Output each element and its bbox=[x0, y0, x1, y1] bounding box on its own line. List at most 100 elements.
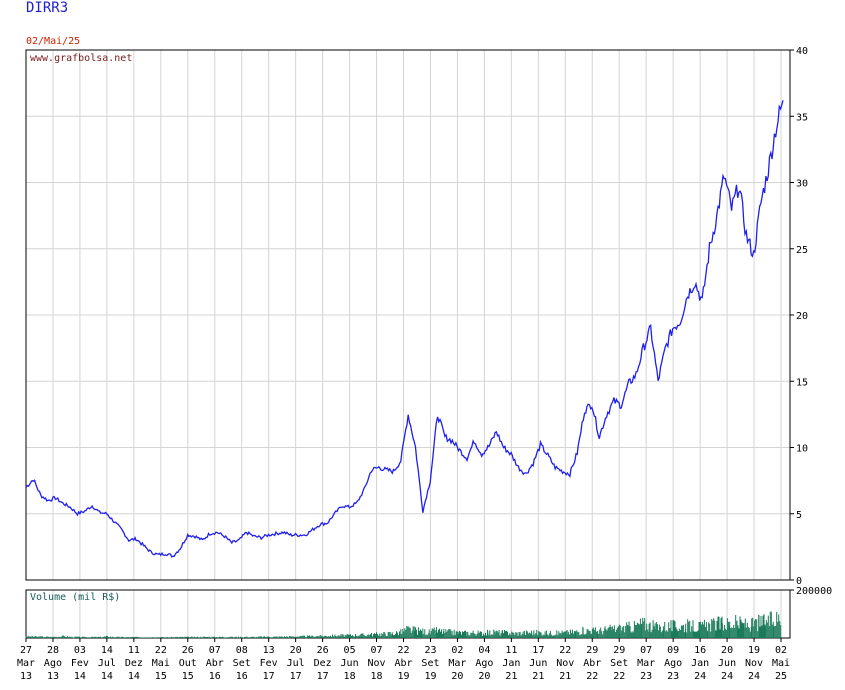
x-tick-day: 29 bbox=[613, 645, 625, 656]
x-tick-day: 22 bbox=[397, 645, 409, 656]
x-tick-month: Set bbox=[610, 658, 628, 669]
x-tick-month: Ago bbox=[664, 658, 682, 669]
price-y-tick-label: 25 bbox=[796, 245, 808, 256]
x-tick-day: 17 bbox=[532, 645, 544, 656]
x-tick-month: Mai bbox=[152, 658, 170, 669]
x-tick-day: 20 bbox=[290, 645, 302, 656]
price-y-tick-label: 40 bbox=[796, 46, 808, 57]
x-tick-month: Ago bbox=[475, 658, 493, 669]
price-series-line bbox=[25, 100, 784, 558]
x-tick-year: 24 bbox=[721, 671, 733, 682]
x-tick-month: Fev bbox=[260, 658, 278, 669]
x-tick-year: 22 bbox=[586, 671, 598, 682]
x-tick-month: Ago bbox=[44, 658, 62, 669]
x-tick-day: 11 bbox=[128, 645, 140, 656]
x-tick-day: 08 bbox=[236, 645, 248, 656]
x-tick-year: 19 bbox=[397, 671, 409, 682]
x-tick-month: Mar bbox=[17, 658, 35, 669]
volume-label: Volume (mil R$) bbox=[30, 592, 120, 603]
x-tick-year: 22 bbox=[613, 671, 625, 682]
x-tick-day: 28 bbox=[47, 645, 59, 656]
x-tick-month: Nov bbox=[556, 658, 574, 669]
last-date-label: 02/Mai/25 bbox=[26, 36, 81, 47]
x-tick-year: 18 bbox=[344, 671, 356, 682]
x-tick-day: 03 bbox=[74, 645, 86, 656]
price-panel-frame bbox=[25, 49, 791, 581]
price-y-tick-label: 0 bbox=[796, 576, 802, 587]
x-tick-month: Jul bbox=[287, 658, 305, 669]
x-tick-month: Jul bbox=[98, 658, 116, 669]
x-tick-day: 16 bbox=[694, 645, 706, 656]
x-tick-month: Jun bbox=[718, 658, 736, 669]
x-tick-month: Dez bbox=[314, 658, 332, 669]
x-tick-year: 16 bbox=[236, 671, 248, 682]
x-tick-month: Jun bbox=[529, 658, 547, 669]
x-tick-day: 22 bbox=[155, 645, 167, 656]
x-tick-month: Fev bbox=[71, 658, 89, 669]
x-tick-month: Mai bbox=[772, 658, 790, 669]
x-tick-year: 23 bbox=[640, 671, 652, 682]
x-tick-day: 23 bbox=[424, 645, 436, 656]
x-tick-year: 14 bbox=[128, 671, 140, 682]
volume-y-tick-label: 200000 bbox=[796, 586, 832, 597]
x-tick-year: 20 bbox=[478, 671, 490, 682]
price-y-tick-label: 20 bbox=[796, 311, 808, 322]
x-tick-month: Abr bbox=[583, 658, 601, 669]
x-tick-day: 27 bbox=[20, 645, 32, 656]
x-tick-year: 15 bbox=[182, 671, 194, 682]
x-tick-year: 23 bbox=[667, 671, 679, 682]
price-y-tick-label: 30 bbox=[796, 179, 808, 190]
x-tick-month: Jun bbox=[341, 658, 359, 669]
x-tick-day: 20 bbox=[721, 645, 733, 656]
x-tick-day: 29 bbox=[586, 645, 598, 656]
x-tick-year: 14 bbox=[74, 671, 86, 682]
x-tick-year: 25 bbox=[775, 671, 787, 682]
x-tick-day: 19 bbox=[748, 645, 760, 656]
x-tick-month: Nov bbox=[745, 658, 763, 669]
watermark-text: www.grafbolsa.net bbox=[30, 53, 132, 64]
x-tick-year: 15 bbox=[155, 671, 167, 682]
x-tick-day: 11 bbox=[505, 645, 517, 656]
price-y-tick-label: 5 bbox=[796, 510, 802, 521]
ticker-symbol: DIRR3 bbox=[26, 0, 69, 16]
x-tick-year: 21 bbox=[505, 671, 517, 682]
x-tick-day: 05 bbox=[344, 645, 356, 656]
x-tick-year: 14 bbox=[101, 671, 113, 682]
x-tick-month: Set bbox=[421, 658, 439, 669]
x-tick-day: 14 bbox=[101, 645, 113, 656]
x-tick-month: Abr bbox=[206, 658, 224, 669]
x-tick-month: Dez bbox=[125, 658, 143, 669]
price-y-tick-label: 15 bbox=[796, 377, 808, 388]
x-tick-year: 21 bbox=[532, 671, 544, 682]
x-tick-day: 09 bbox=[667, 645, 679, 656]
x-tick-day: 07 bbox=[640, 645, 652, 656]
x-tick-month: Nov bbox=[368, 658, 386, 669]
x-tick-day: 22 bbox=[559, 645, 571, 656]
x-tick-year: 13 bbox=[47, 671, 59, 682]
price-y-tick-label: 10 bbox=[796, 444, 808, 455]
x-tick-month: Jan bbox=[691, 658, 709, 669]
x-tick-day: 26 bbox=[182, 645, 194, 656]
x-tick-year: 20 bbox=[451, 671, 463, 682]
x-tick-day: 02 bbox=[451, 645, 463, 656]
x-tick-year: 13 bbox=[20, 671, 32, 682]
x-tick-day: 07 bbox=[209, 645, 221, 656]
x-tick-month: Abr bbox=[394, 658, 412, 669]
x-tick-year: 21 bbox=[559, 671, 571, 682]
x-tick-year: 17 bbox=[317, 671, 329, 682]
x-tick-year: 19 bbox=[424, 671, 436, 682]
x-tick-month: Mar bbox=[637, 658, 655, 669]
x-tick-day: 26 bbox=[317, 645, 329, 656]
x-tick-year: 16 bbox=[209, 671, 221, 682]
x-tick-year: 17 bbox=[263, 671, 275, 682]
x-tick-year: 24 bbox=[748, 671, 760, 682]
x-tick-year: 24 bbox=[694, 671, 706, 682]
x-tick-day: 13 bbox=[263, 645, 275, 656]
x-tick-day: 04 bbox=[478, 645, 490, 656]
x-tick-month: Mar bbox=[448, 658, 466, 669]
x-tick-month: Out bbox=[179, 658, 197, 669]
x-tick-day: 02 bbox=[775, 645, 787, 656]
price-y-tick-label: 35 bbox=[796, 112, 808, 123]
